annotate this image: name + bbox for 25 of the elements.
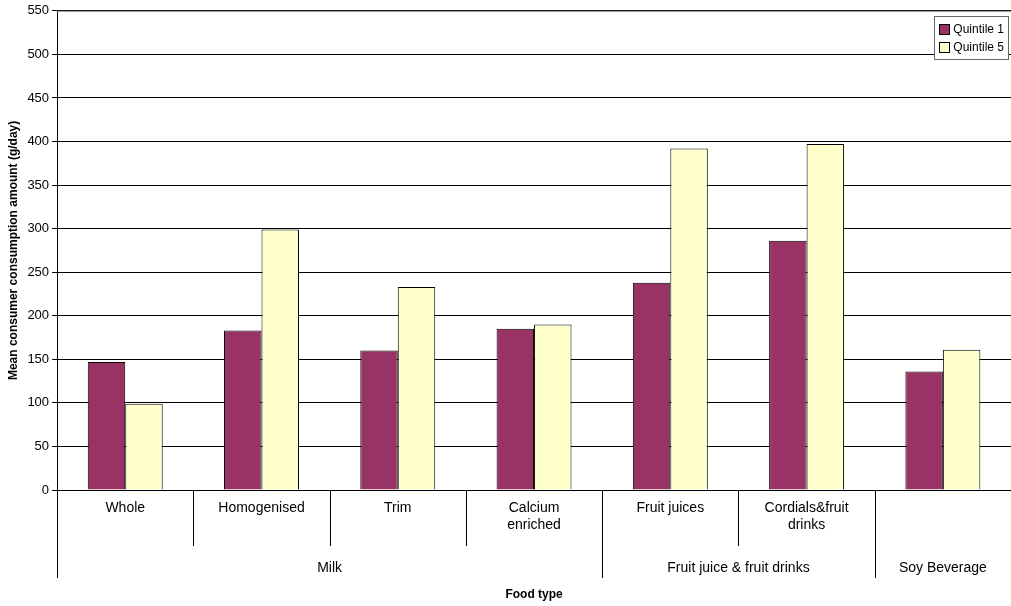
legend-label: Quintile 1 xyxy=(953,22,1004,36)
x-axis-title: Food type xyxy=(505,587,564,602)
y-tick-label: 500 xyxy=(27,45,50,61)
y-tick-label: 100 xyxy=(27,394,50,410)
x-tick-label: Fruit juices xyxy=(636,499,705,516)
x-tick-label: Homogenised xyxy=(218,499,305,516)
x-tick-label: Whole xyxy=(105,499,146,516)
legend-label: Quintile 5 xyxy=(953,40,1004,54)
y-tick-label: 250 xyxy=(27,263,50,279)
y-tick-label: 350 xyxy=(27,176,50,192)
text: Soy Beverage xyxy=(898,558,988,575)
x-tick-label: Calcium enriched xyxy=(507,499,561,533)
y-axis-title: Mean consumer consumption amount (g/day) xyxy=(5,120,20,381)
text: Milk xyxy=(317,558,344,575)
y-tick-label: 200 xyxy=(27,307,50,323)
y-tick-label: 450 xyxy=(27,89,50,105)
y-tick-label: 50 xyxy=(34,438,50,454)
y-tick-label: 150 xyxy=(27,350,50,366)
x-tick-label: Trim xyxy=(384,499,412,516)
y-tick-label: 400 xyxy=(27,133,50,149)
y-tick-label: 0 xyxy=(41,481,50,497)
text: Fruit juice & fruit drinks xyxy=(667,558,810,575)
y-tick-label: 550 xyxy=(27,2,50,18)
y-tick-label: 300 xyxy=(27,220,50,236)
x-tick-label: Cordials&fruit drinks xyxy=(764,499,849,533)
